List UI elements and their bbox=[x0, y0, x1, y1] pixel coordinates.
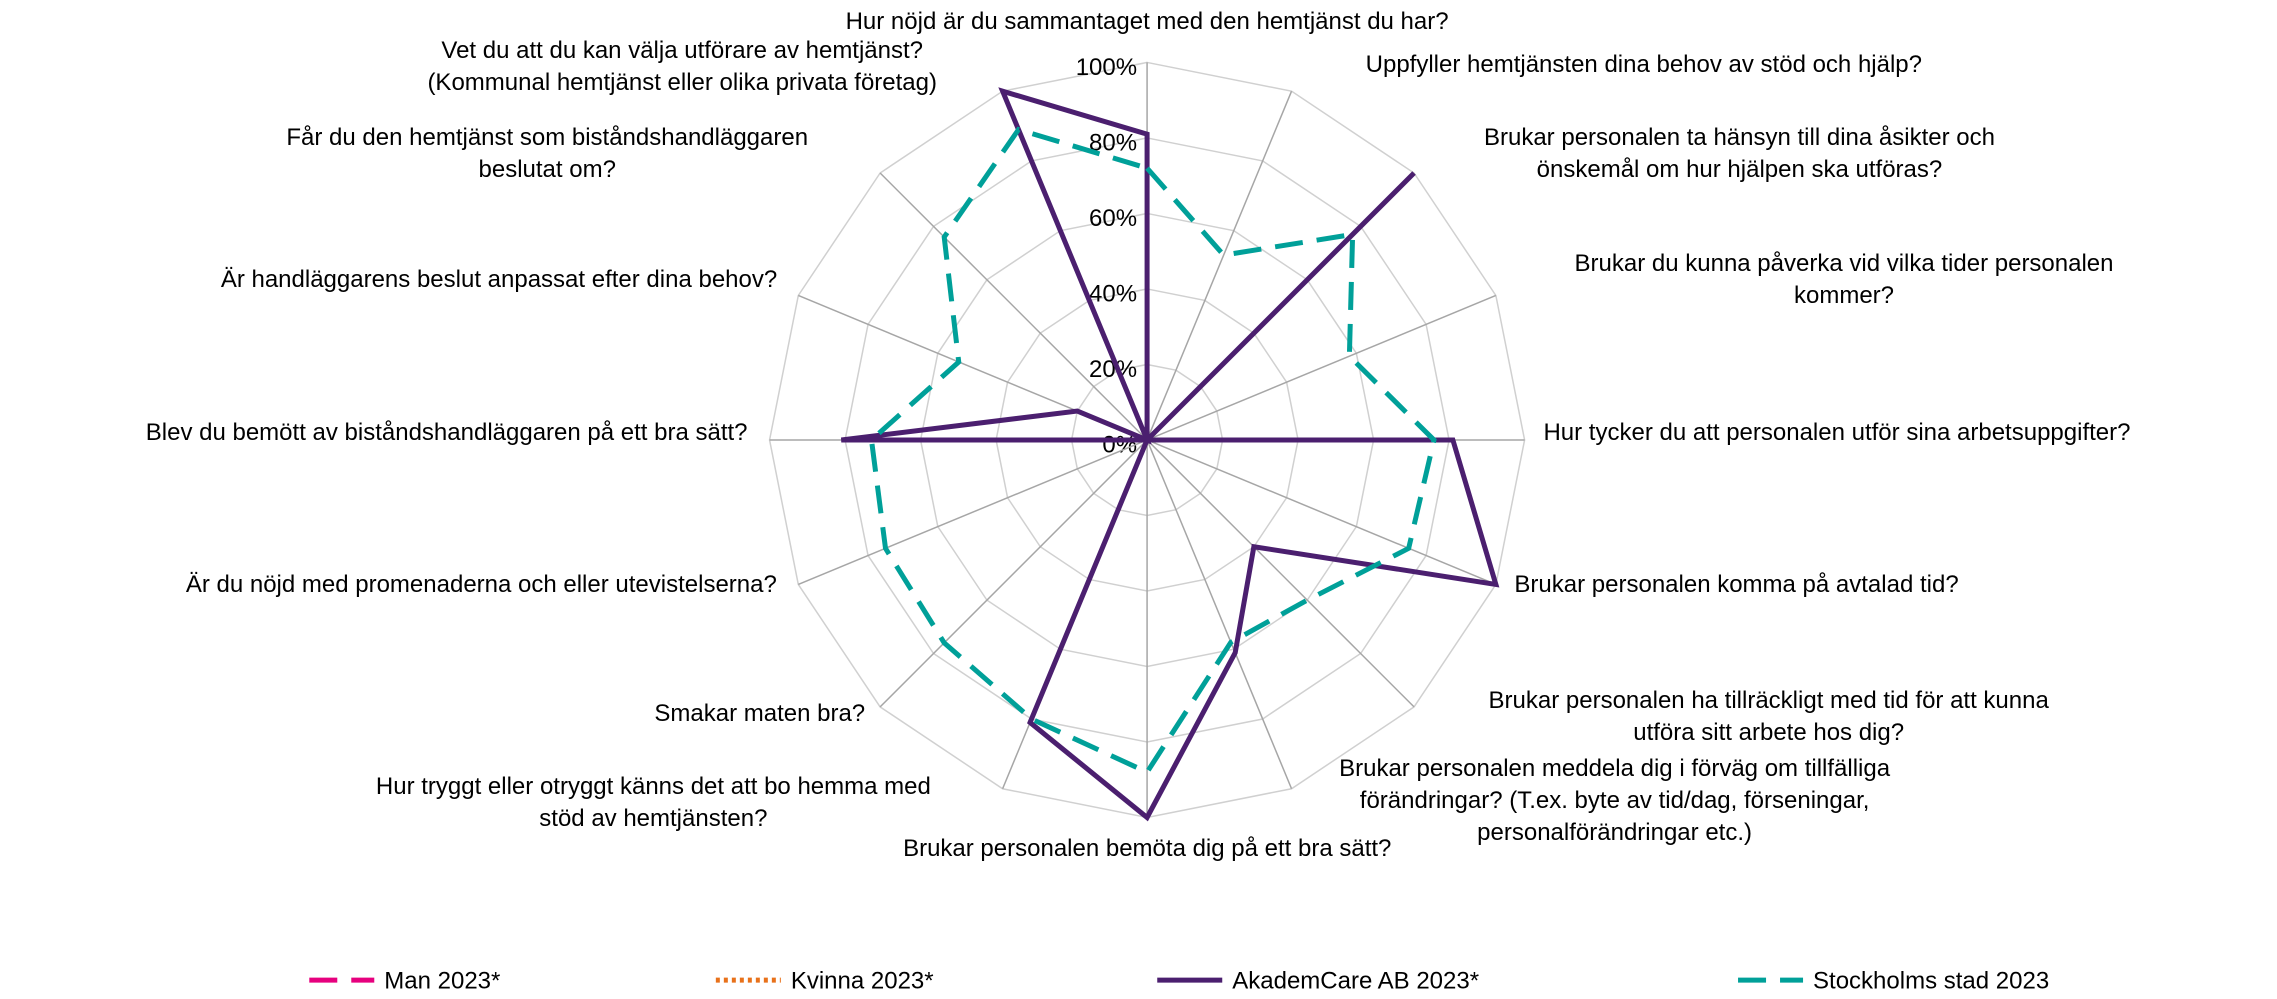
spoke bbox=[1146, 439, 1293, 790]
category-label: Hur tycker du att personalen utför sina … bbox=[1543, 418, 2131, 446]
spoke bbox=[798, 439, 1148, 586]
y-tick-label: 100% bbox=[1076, 54, 1137, 81]
category-label: Hur nöjd är du sammantaget med den hemtj… bbox=[845, 7, 1449, 35]
spoke bbox=[879, 439, 1148, 708]
legend-label: AkademCare AB 2023* bbox=[1232, 967, 1479, 994]
category-label: Är du nöjd med promenaderna och eller ut… bbox=[185, 570, 777, 598]
category-label: Är handläggarens beslut anpassat efter d… bbox=[220, 266, 778, 294]
category-label: Smakar maten bra? bbox=[654, 700, 866, 728]
y-tick-label: 60% bbox=[1089, 205, 1137, 232]
category-label: Brukar personalen ta hänsyn till dina ås… bbox=[1483, 123, 1995, 183]
category-label: Brukar personalen meddela dig i förväg o… bbox=[1339, 755, 1891, 847]
category-label: Uppfyller hemtjänsten dina behov av stöd… bbox=[1365, 51, 1923, 79]
category-label: Blev du bemött av biståndshandläggaren p… bbox=[145, 418, 748, 446]
series-line bbox=[868, 126, 1437, 776]
y-tick-label: 40% bbox=[1089, 280, 1137, 307]
series-line bbox=[840, 87, 1500, 822]
spoke bbox=[1146, 90, 1293, 441]
spoke bbox=[879, 172, 1148, 441]
legend-label: Man 2023* bbox=[384, 967, 500, 994]
category-label: Vet du att du kan välja utförare av hemt… bbox=[427, 36, 937, 96]
category-label: Får du den hemtjänst som biståndshandläg… bbox=[286, 123, 809, 183]
category-label: Brukar personalen bemöta dig på ett bra … bbox=[903, 835, 1392, 863]
category-label: Brukar du kunna påverka vid vilka tider … bbox=[1574, 250, 2114, 310]
spoke bbox=[1146, 439, 1497, 586]
legend-label: Kvinna 2023* bbox=[791, 967, 934, 994]
category-label: Brukar personalen ha tillräckligt med ti… bbox=[1488, 687, 2049, 747]
category-label: Brukar personalen komma på avtalad tid? bbox=[1514, 570, 1959, 598]
category-label: Hur tryggt eller otryggt känns det att b… bbox=[375, 772, 931, 832]
legend-label: Stockholms stad 2023 bbox=[1813, 967, 2049, 994]
spoke bbox=[1146, 439, 1415, 708]
spoke bbox=[1146, 294, 1497, 441]
